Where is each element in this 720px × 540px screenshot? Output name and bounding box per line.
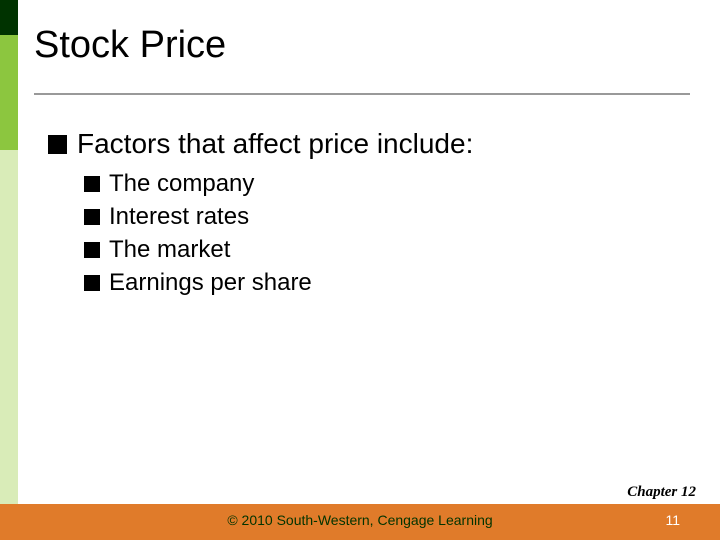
footer-bar: © 2010 South-Western, Cengage Learning 1…	[0, 504, 720, 540]
bullet-level2-list: The company Interest rates The market Ea…	[84, 170, 680, 297]
accent-dark-block	[0, 0, 18, 35]
bullet-level1: Factors that affect price include:	[48, 128, 680, 160]
slide-title: Stock Price	[34, 24, 690, 67]
bullet-level2-text: The market	[109, 236, 230, 264]
chapter-label: Chapter 12	[627, 484, 696, 501]
bullet-level2-text: The company	[109, 170, 254, 198]
body-area: Factors that affect price include: The c…	[48, 128, 680, 302]
square-bullet-icon	[84, 176, 100, 192]
footer-area: Chapter 12 © 2010 South-Western, Cengage…	[0, 482, 720, 540]
page-number: 11	[665, 512, 680, 528]
square-bullet-icon	[48, 135, 67, 154]
accent-green-block	[0, 35, 18, 150]
bullet-level2: Earnings per share	[84, 269, 680, 297]
square-bullet-icon	[84, 242, 100, 258]
bullet-level2: The market	[84, 236, 680, 264]
square-bullet-icon	[84, 209, 100, 225]
bullet-level2-text: Interest rates	[109, 203, 249, 231]
left-accent-strip	[0, 0, 18, 540]
copyright-text: © 2010 South-Western, Cengage Learning	[0, 512, 720, 528]
title-area: Stock Price	[34, 24, 690, 95]
bullet-level1-text: Factors that affect price include:	[77, 128, 473, 160]
bullet-level2: Interest rates	[84, 203, 680, 231]
square-bullet-icon	[84, 275, 100, 291]
bullet-level2-text: Earnings per share	[109, 269, 312, 297]
bullet-level2: The company	[84, 170, 680, 198]
